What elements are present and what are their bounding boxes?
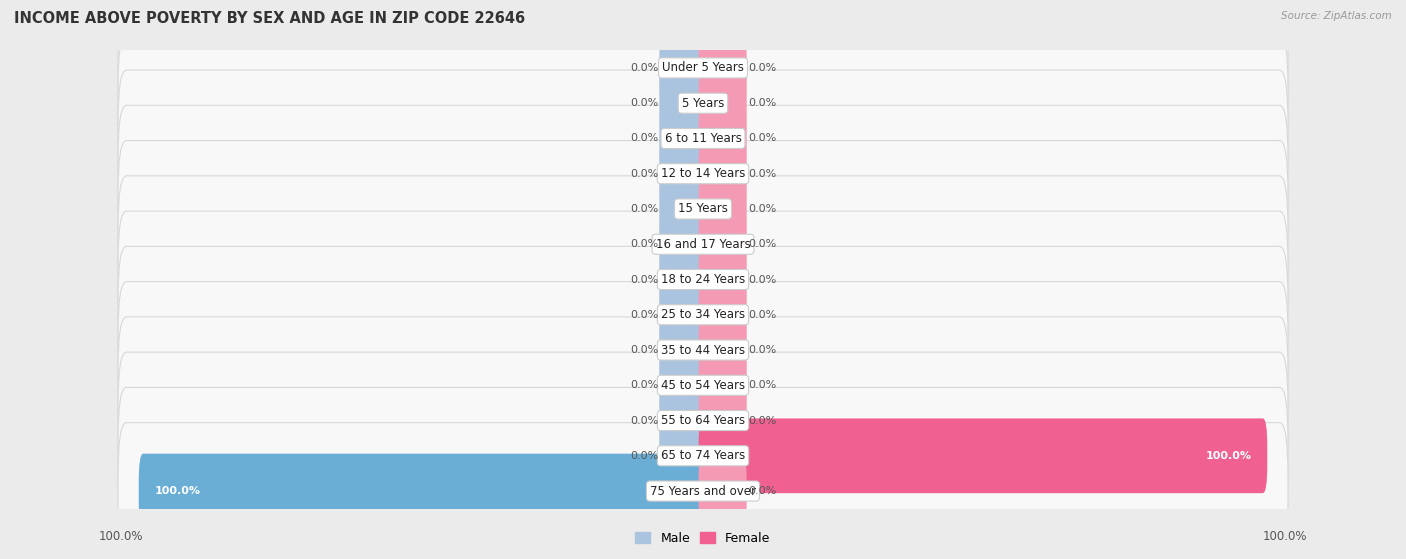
FancyBboxPatch shape	[659, 348, 707, 423]
Text: 0.0%: 0.0%	[748, 345, 776, 355]
FancyBboxPatch shape	[699, 207, 747, 282]
Text: 55 to 64 Years: 55 to 64 Years	[661, 414, 745, 427]
Text: 0.0%: 0.0%	[748, 63, 776, 73]
FancyBboxPatch shape	[118, 105, 1288, 242]
Text: 6 to 11 Years: 6 to 11 Years	[665, 132, 741, 145]
FancyBboxPatch shape	[118, 70, 1288, 207]
FancyBboxPatch shape	[699, 454, 747, 528]
Text: 15 Years: 15 Years	[678, 202, 728, 215]
FancyBboxPatch shape	[118, 247, 1288, 383]
FancyBboxPatch shape	[118, 352, 1288, 489]
Text: 0.0%: 0.0%	[630, 274, 658, 285]
FancyBboxPatch shape	[118, 35, 1288, 172]
Text: 5 Years: 5 Years	[682, 97, 724, 110]
Text: 12 to 14 Years: 12 to 14 Years	[661, 167, 745, 180]
Text: 0.0%: 0.0%	[748, 310, 776, 320]
Text: 0.0%: 0.0%	[630, 169, 658, 179]
Text: 0.0%: 0.0%	[748, 239, 776, 249]
Text: 0.0%: 0.0%	[748, 415, 776, 425]
FancyBboxPatch shape	[659, 277, 707, 352]
FancyBboxPatch shape	[659, 66, 707, 140]
FancyBboxPatch shape	[118, 140, 1288, 277]
Text: 0.0%: 0.0%	[630, 204, 658, 214]
Text: 0.0%: 0.0%	[630, 345, 658, 355]
FancyBboxPatch shape	[659, 101, 707, 176]
Text: 0.0%: 0.0%	[748, 134, 776, 144]
FancyBboxPatch shape	[699, 172, 747, 247]
FancyBboxPatch shape	[659, 242, 707, 317]
FancyBboxPatch shape	[139, 454, 707, 528]
Text: 0.0%: 0.0%	[630, 380, 658, 390]
Text: 0.0%: 0.0%	[630, 63, 658, 73]
Text: 100.0%: 100.0%	[1205, 451, 1251, 461]
Text: 100.0%: 100.0%	[1263, 530, 1308, 543]
FancyBboxPatch shape	[118, 211, 1288, 348]
FancyBboxPatch shape	[699, 31, 747, 105]
Text: 45 to 54 Years: 45 to 54 Years	[661, 379, 745, 392]
Text: 0.0%: 0.0%	[630, 134, 658, 144]
FancyBboxPatch shape	[699, 383, 747, 458]
FancyBboxPatch shape	[118, 282, 1288, 419]
Text: 25 to 34 Years: 25 to 34 Years	[661, 308, 745, 321]
FancyBboxPatch shape	[659, 172, 707, 247]
Text: 0.0%: 0.0%	[748, 274, 776, 285]
FancyBboxPatch shape	[699, 277, 747, 352]
FancyBboxPatch shape	[659, 136, 707, 211]
FancyBboxPatch shape	[118, 423, 1288, 559]
Text: 0.0%: 0.0%	[748, 98, 776, 108]
Text: 0.0%: 0.0%	[748, 204, 776, 214]
FancyBboxPatch shape	[118, 317, 1288, 454]
Text: 16 and 17 Years: 16 and 17 Years	[655, 238, 751, 251]
FancyBboxPatch shape	[659, 312, 707, 387]
Text: Source: ZipAtlas.com: Source: ZipAtlas.com	[1281, 11, 1392, 21]
Text: 0.0%: 0.0%	[630, 415, 658, 425]
FancyBboxPatch shape	[699, 101, 747, 176]
Text: 100.0%: 100.0%	[98, 530, 143, 543]
FancyBboxPatch shape	[699, 136, 747, 211]
FancyBboxPatch shape	[699, 348, 747, 423]
Text: INCOME ABOVE POVERTY BY SEX AND AGE IN ZIP CODE 22646: INCOME ABOVE POVERTY BY SEX AND AGE IN Z…	[14, 11, 526, 26]
FancyBboxPatch shape	[118, 176, 1288, 312]
FancyBboxPatch shape	[699, 419, 1267, 493]
Text: 0.0%: 0.0%	[630, 239, 658, 249]
Text: 0.0%: 0.0%	[630, 451, 658, 461]
FancyBboxPatch shape	[118, 387, 1288, 524]
FancyBboxPatch shape	[699, 312, 747, 387]
Text: 0.0%: 0.0%	[630, 98, 658, 108]
FancyBboxPatch shape	[699, 242, 747, 317]
Text: 100.0%: 100.0%	[155, 486, 201, 496]
Text: 0.0%: 0.0%	[630, 310, 658, 320]
Text: 18 to 24 Years: 18 to 24 Years	[661, 273, 745, 286]
FancyBboxPatch shape	[659, 31, 707, 105]
Text: 65 to 74 Years: 65 to 74 Years	[661, 449, 745, 462]
FancyBboxPatch shape	[659, 419, 707, 493]
Text: Under 5 Years: Under 5 Years	[662, 61, 744, 74]
Text: 75 Years and over: 75 Years and over	[650, 485, 756, 498]
Text: 0.0%: 0.0%	[748, 169, 776, 179]
Legend: Male, Female: Male, Female	[630, 527, 776, 550]
FancyBboxPatch shape	[659, 207, 707, 282]
FancyBboxPatch shape	[118, 0, 1288, 136]
FancyBboxPatch shape	[699, 66, 747, 140]
Text: 0.0%: 0.0%	[748, 486, 776, 496]
Text: 35 to 44 Years: 35 to 44 Years	[661, 344, 745, 357]
Text: 0.0%: 0.0%	[748, 380, 776, 390]
FancyBboxPatch shape	[659, 383, 707, 458]
